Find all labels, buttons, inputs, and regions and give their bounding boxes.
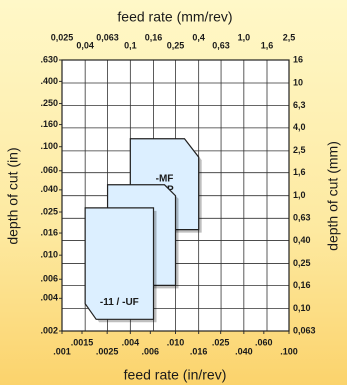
left-tick-label: .100 <box>40 141 58 151</box>
bottom-tick-label: .0025 <box>96 346 119 356</box>
right-axis-title: depth of cut (mm) <box>325 141 341 251</box>
top-tick-label: 0,063 <box>96 32 119 42</box>
bottom-tick-label: .0015 <box>71 337 94 347</box>
left-tick-label: .160 <box>40 119 58 129</box>
right-tick-label: 2,5 <box>293 145 306 155</box>
right-tick-label: 0,16 <box>293 280 311 290</box>
right-tick-label: 1,0 <box>293 190 306 200</box>
top-tick-label: 0,04 <box>76 40 94 50</box>
right-tick-label: 0,25 <box>293 258 311 268</box>
right-tick-label: 0,063 <box>293 325 316 335</box>
right-tick-label: 16 <box>293 54 303 64</box>
right-tick-label: 0,63 <box>293 213 311 223</box>
plot-frame <box>61 59 290 332</box>
bottom-tick-label: .025 <box>212 337 230 347</box>
right-tick-label: 0,40 <box>293 235 311 245</box>
right-tick-label: 0,10 <box>293 303 311 313</box>
left-tick-label: .004 <box>40 293 58 303</box>
top-tick-label: 0,1 <box>124 40 137 50</box>
top-tick-label: 0,25 <box>167 40 185 50</box>
left-tick-label: .025 <box>40 206 58 216</box>
top-tick-label: 0,4 <box>192 32 205 42</box>
top-tick-label: 0,025 <box>51 32 74 42</box>
right-tick-label: 10 <box>293 77 303 87</box>
region-label: -MF <box>156 173 174 184</box>
top-tick-label: 1,6 <box>261 40 274 50</box>
bottom-tick-label: .060 <box>255 337 273 347</box>
top-tick-label: 0,16 <box>145 32 163 42</box>
top-tick-label: 0,63 <box>212 40 230 50</box>
left-tick-label: .006 <box>40 274 58 284</box>
bottom-tick-label: .016 <box>190 346 208 356</box>
region <box>84 207 155 320</box>
bottom-tick-label: .100 <box>280 346 298 356</box>
left-tick-label: .400 <box>40 76 58 86</box>
top-tick-label: 2,5 <box>283 32 296 42</box>
left-axis-title: depth of cut (in) <box>5 147 21 244</box>
left-tick-label: .016 <box>40 227 58 237</box>
bottom-tick-label: .001 <box>53 346 71 356</box>
region-label: -11 / -UF <box>100 297 139 308</box>
left-tick-label: .002 <box>40 325 58 335</box>
top-axis-title: feed rate (mm/rev) <box>117 9 232 25</box>
left-tick-label: .040 <box>40 184 58 194</box>
left-tick-label: .630 <box>40 54 58 64</box>
bottom-tick-label: .004 <box>122 337 140 347</box>
bottom-axis-title: feed rate (in/rev) <box>124 367 227 383</box>
bottom-tick-label: .010 <box>167 337 185 347</box>
right-tick-label: 4,0 <box>293 122 306 132</box>
bottom-tick-label: .006 <box>142 346 160 356</box>
top-tick-label: 1,0 <box>238 32 251 42</box>
bottom-tick-label: .040 <box>235 346 253 356</box>
left-tick-label: .060 <box>40 165 58 175</box>
right-tick-label: 1,6 <box>293 167 306 177</box>
left-tick-label: .010 <box>40 250 58 260</box>
right-tick-label: 6,3 <box>293 100 306 110</box>
left-tick-label: .250 <box>40 98 58 108</box>
